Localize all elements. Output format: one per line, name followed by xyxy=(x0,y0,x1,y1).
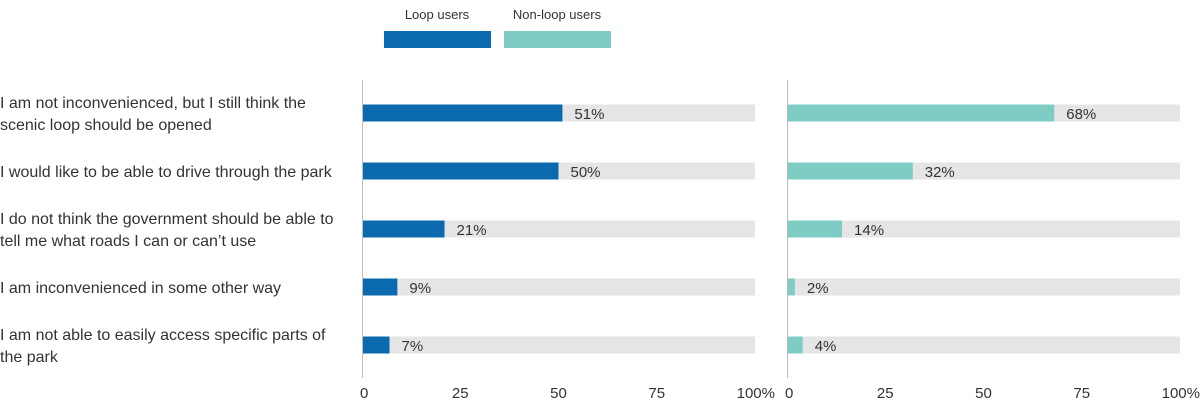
bar-track-loop-5 xyxy=(363,336,755,354)
category-label-1-line-2: scenic loop should be opened xyxy=(0,117,212,134)
legend-swatch-loop-users xyxy=(384,31,491,48)
category-label-4-line-1: I am inconvenienced in some other way xyxy=(0,280,281,297)
category-label-3-line-2: tell me what roads I can or can’t use xyxy=(0,233,256,250)
bar-nonloop-2 xyxy=(788,162,913,180)
value-label-loop-4: 9% xyxy=(409,280,431,297)
value-label-loop-2: 50% xyxy=(571,164,601,181)
bar-track-loop-4 xyxy=(363,278,755,296)
bar-loop-5 xyxy=(363,336,390,354)
bar-track-nonloop-5 xyxy=(788,336,1180,354)
tick-label-nonloop-3: 50 xyxy=(975,385,992,402)
tick-label-loop-2: 25 xyxy=(452,385,469,402)
value-label-nonloop-4: 2% xyxy=(807,280,829,297)
bar-loop-2 xyxy=(363,162,559,180)
bar-nonloop-4 xyxy=(788,278,795,296)
bar-loop-1 xyxy=(363,104,563,122)
value-label-nonloop-5: 4% xyxy=(815,338,837,355)
bar-track-loop-3 xyxy=(363,220,755,238)
category-label-5-line-2: the park xyxy=(0,349,59,366)
category-label-1-line-1: I am not inconvenienced, but I still thi… xyxy=(0,95,306,112)
tick-label-loop-1: 0 xyxy=(360,385,368,402)
legend-label-loop-users: Loop users xyxy=(405,7,470,22)
legend-label-non-loop-users: Non-loop users xyxy=(513,7,602,22)
bar-track-nonloop-3 xyxy=(788,220,1180,238)
value-label-nonloop-2: 32% xyxy=(925,164,955,181)
bar-nonloop-3 xyxy=(788,220,843,238)
bar-loop-3 xyxy=(363,220,445,238)
category-label-2-line-1: I would like to be able to drive through… xyxy=(0,164,333,181)
tick-label-loop-5: 100% xyxy=(737,385,775,402)
category-label-3-line-1: I do not think the government should be … xyxy=(0,211,334,228)
bar-loop-4 xyxy=(363,278,398,296)
tick-label-loop-3: 50 xyxy=(550,385,567,402)
legend-swatch-non-loop-users xyxy=(504,31,611,48)
value-label-nonloop-3: 14% xyxy=(854,222,884,239)
bar-nonloop-5 xyxy=(788,336,803,354)
value-label-loop-5: 7% xyxy=(402,338,424,355)
value-label-loop-1: 51% xyxy=(574,106,604,123)
value-label-nonloop-1: 68% xyxy=(1066,106,1096,123)
value-label-loop-3: 21% xyxy=(457,222,487,239)
tick-label-nonloop-4: 75 xyxy=(1073,385,1090,402)
category-label-5-line-1: I am not able to easily access specific … xyxy=(0,327,326,344)
tick-label-loop-4: 75 xyxy=(648,385,665,402)
tick-label-nonloop-2: 25 xyxy=(877,385,894,402)
bar-nonloop-1 xyxy=(788,104,1055,122)
tick-label-nonloop-1: 0 xyxy=(785,385,793,402)
bar-track-nonloop-4 xyxy=(788,278,1180,296)
tick-label-nonloop-5: 100% xyxy=(1162,385,1200,402)
